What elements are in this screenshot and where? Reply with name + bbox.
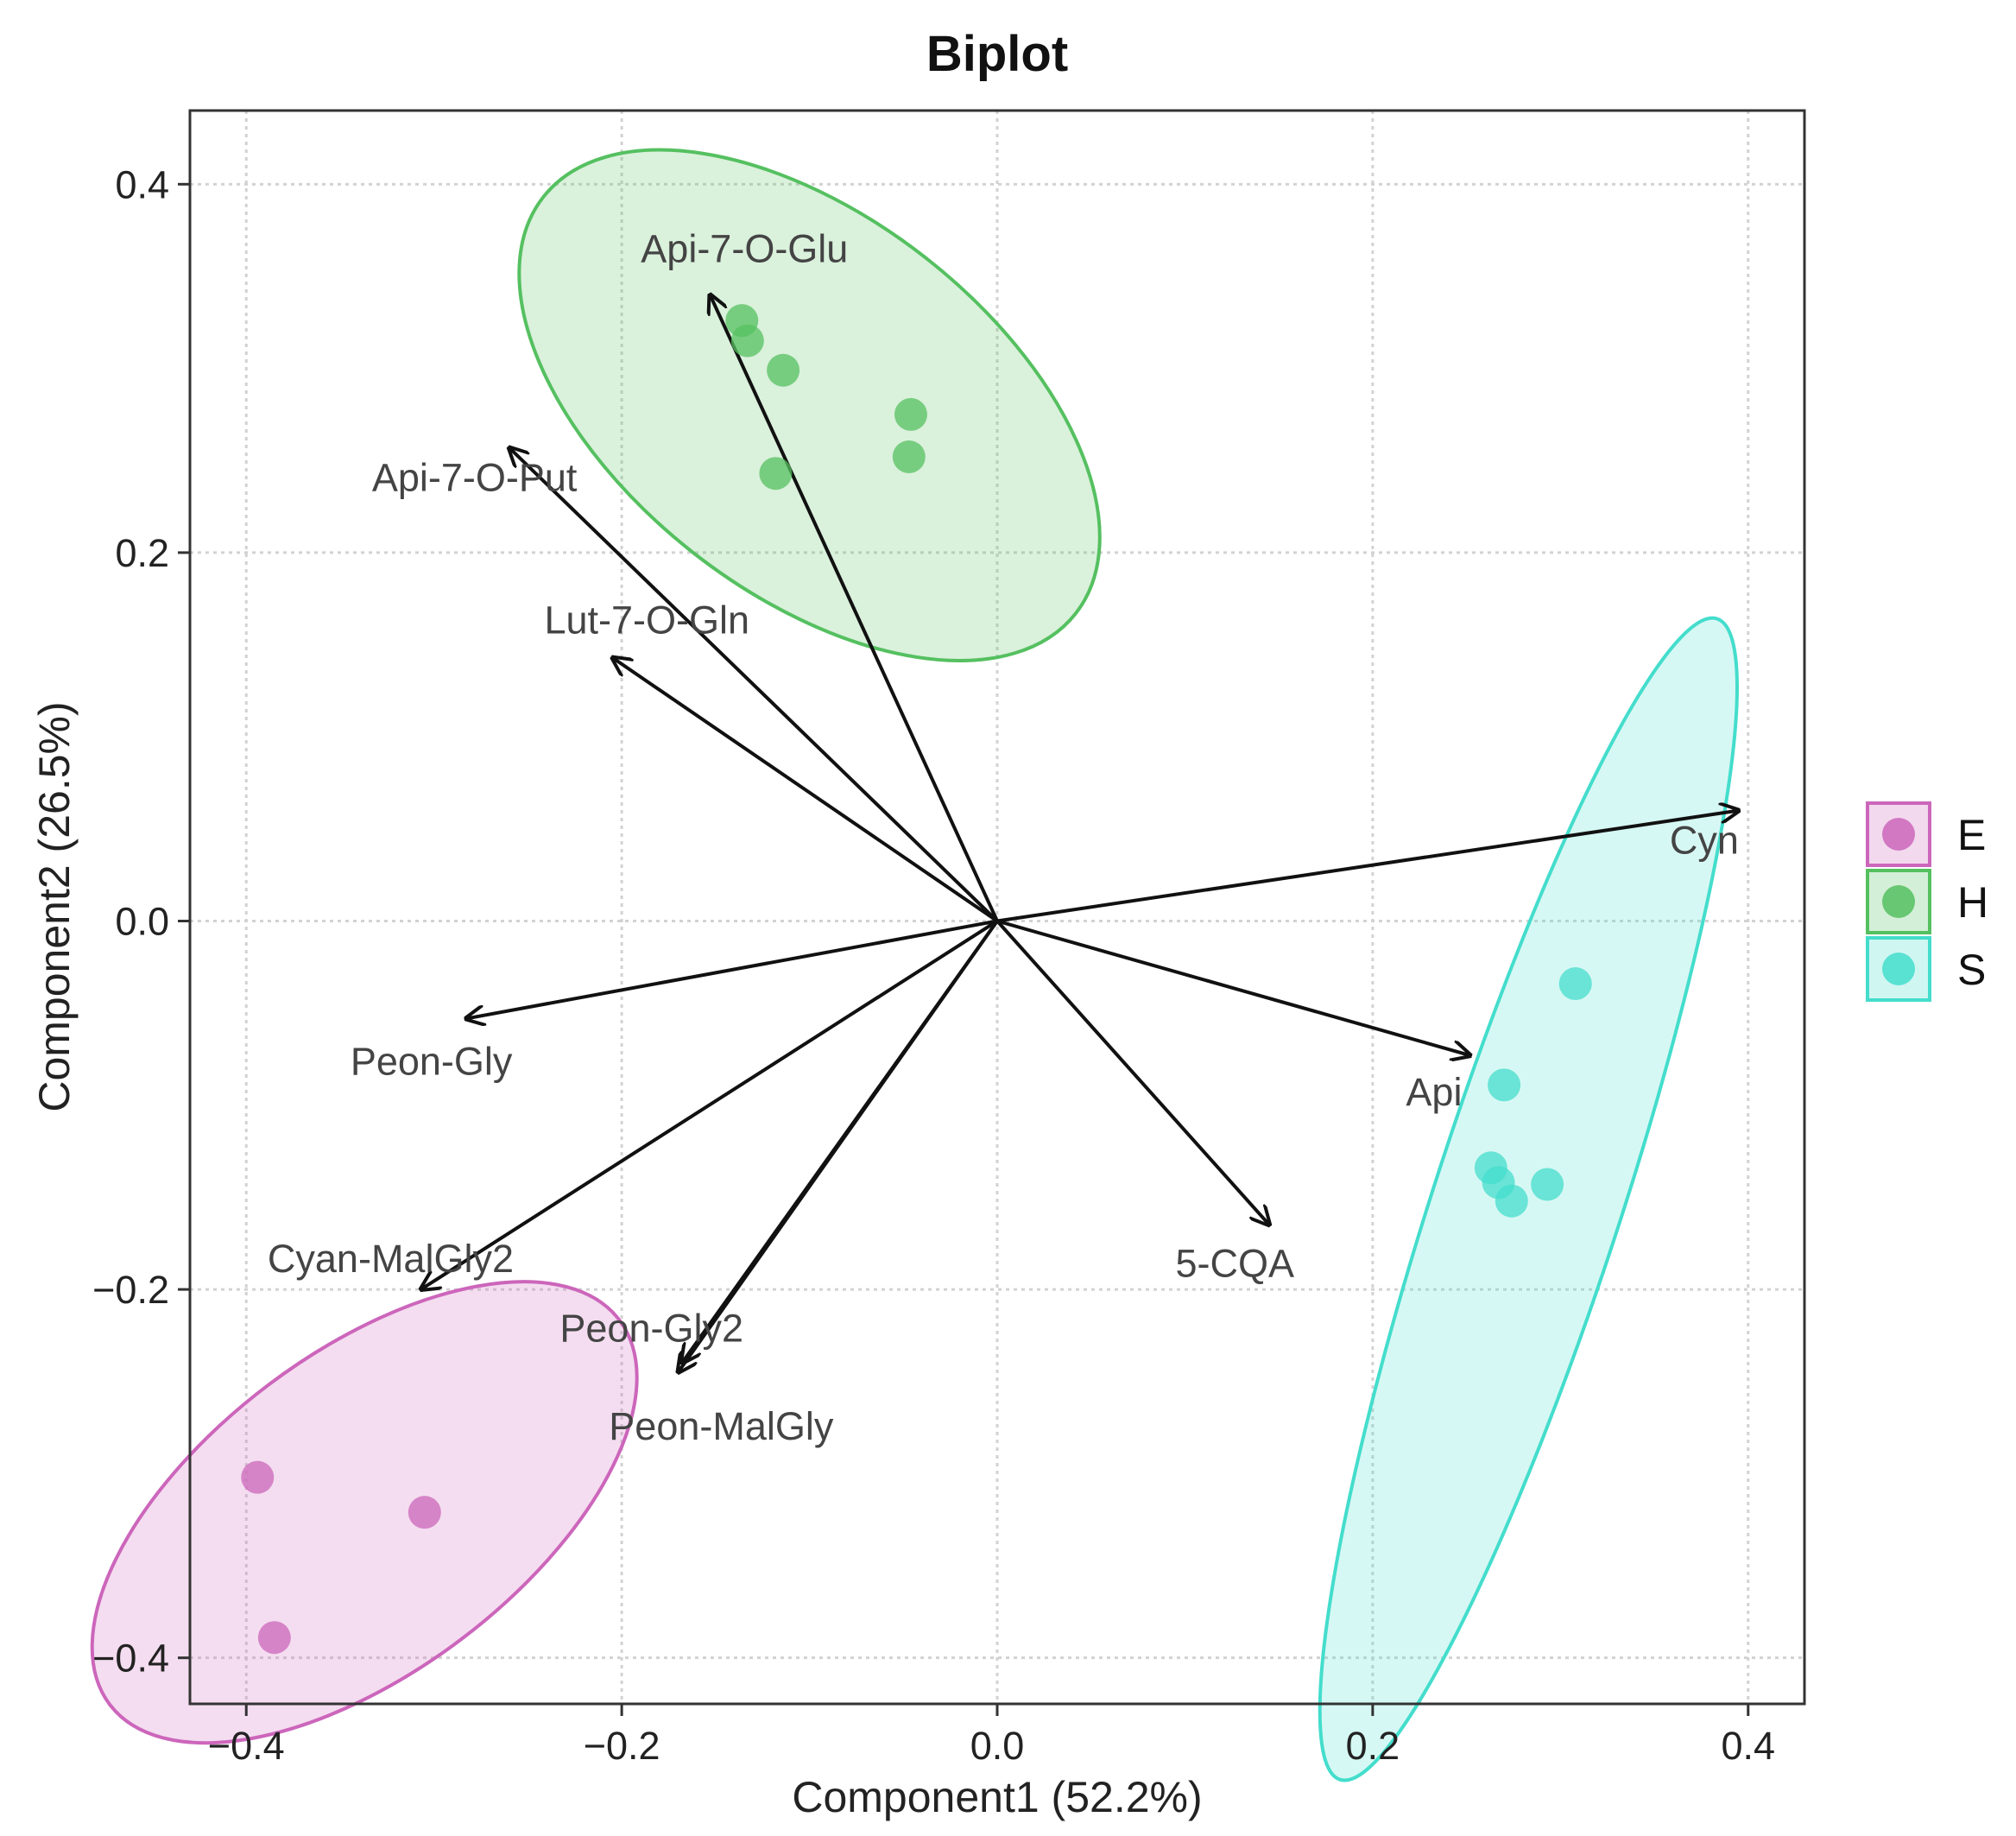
legend-marker-h bbox=[1882, 885, 1915, 918]
point-s bbox=[1495, 1184, 1528, 1218]
loading-label: Api-7-O-Glu bbox=[641, 226, 848, 270]
loading-label: Api-7-O-Put bbox=[372, 455, 578, 499]
loading-label: Peon-MalGly bbox=[609, 1404, 834, 1448]
legend-marker-e bbox=[1882, 818, 1915, 851]
legend: EHS bbox=[1866, 801, 1988, 1002]
loading-label: Cyn bbox=[1670, 819, 1739, 863]
loading-labels: Api-7-O-Glu Api-7-O-Put Lut-7-O-Gln Cyn Api P… bbox=[268, 226, 1739, 1448]
point-e bbox=[241, 1460, 275, 1494]
point-s bbox=[1531, 1168, 1564, 1201]
loading-arrow bbox=[420, 919, 999, 1289]
y-tick-label: −0.4 bbox=[92, 1637, 169, 1681]
point-e bbox=[257, 1621, 291, 1655]
y-tick-label: −0.2 bbox=[92, 1268, 169, 1312]
loading-arrow bbox=[995, 920, 1269, 1225]
loading-label: Api bbox=[1406, 1070, 1462, 1114]
point-h bbox=[767, 353, 800, 387]
loading-label: Lut-7-O-Gln bbox=[544, 598, 749, 642]
group-ellipse-s bbox=[1318, 616, 1739, 1782]
point-s bbox=[1558, 967, 1592, 1001]
group-ellipse-h bbox=[517, 148, 1102, 662]
point-h bbox=[894, 397, 927, 431]
loading-label: Peon-Gly2 bbox=[559, 1306, 743, 1350]
loading-arrows bbox=[420, 294, 1738, 1372]
confidence-ellipses bbox=[90, 148, 1739, 1782]
loading-arrow bbox=[996, 919, 1470, 1055]
axis-ticks: −0.4 −0.2 0.0 0.2 0.4 −0.4 −0.2 0.0 0.2 0.4 bbox=[92, 162, 1775, 1768]
legend-marker-s bbox=[1882, 953, 1915, 985]
loading-arrow bbox=[996, 811, 1739, 923]
loading-arrow bbox=[466, 919, 998, 1018]
legend-key-h bbox=[1866, 869, 1931, 934]
loading-arrow bbox=[612, 657, 999, 923]
y-tick-label: 0.2 bbox=[115, 531, 169, 575]
score-points bbox=[241, 304, 1592, 1655]
loading-arrow bbox=[678, 920, 999, 1372]
legend-label-s: S bbox=[1957, 946, 1986, 994]
x-tick-label: −0.2 bbox=[584, 1724, 660, 1768]
point-h bbox=[730, 324, 764, 358]
y-tick-label: 0.4 bbox=[115, 162, 169, 206]
x-tick-label: 0.0 bbox=[970, 1724, 1025, 1768]
x-tick-label: 0.4 bbox=[1721, 1724, 1775, 1768]
legend-label-e: E bbox=[1957, 811, 1986, 859]
loading-arrow bbox=[509, 447, 999, 922]
y-axis-label: Component2 (26.5%) bbox=[30, 701, 79, 1111]
loading-label: Peon-Gly bbox=[351, 1040, 513, 1084]
x-tick-label: 0.2 bbox=[1346, 1724, 1400, 1768]
loading-arrow bbox=[710, 294, 999, 922]
y-tick-label: 0.0 bbox=[115, 899, 169, 943]
loading-label: 5-CQA bbox=[1176, 1241, 1295, 1285]
group-ellipse-e bbox=[90, 1280, 639, 1745]
chart-title: Biplot bbox=[926, 26, 1068, 82]
point-s bbox=[1488, 1068, 1521, 1102]
legend-label-h: H bbox=[1957, 878, 1988, 927]
legend-key-s bbox=[1866, 936, 1931, 1002]
grid-lines bbox=[190, 111, 1804, 1704]
point-h bbox=[892, 440, 926, 473]
x-axis-label: Component1 (52.2%) bbox=[792, 1773, 1202, 1821]
point-e bbox=[408, 1496, 441, 1529]
loading-label: Cyan-MalGly2 bbox=[268, 1237, 514, 1281]
point-h bbox=[759, 457, 793, 491]
x-tick-label: −0.4 bbox=[208, 1724, 285, 1768]
